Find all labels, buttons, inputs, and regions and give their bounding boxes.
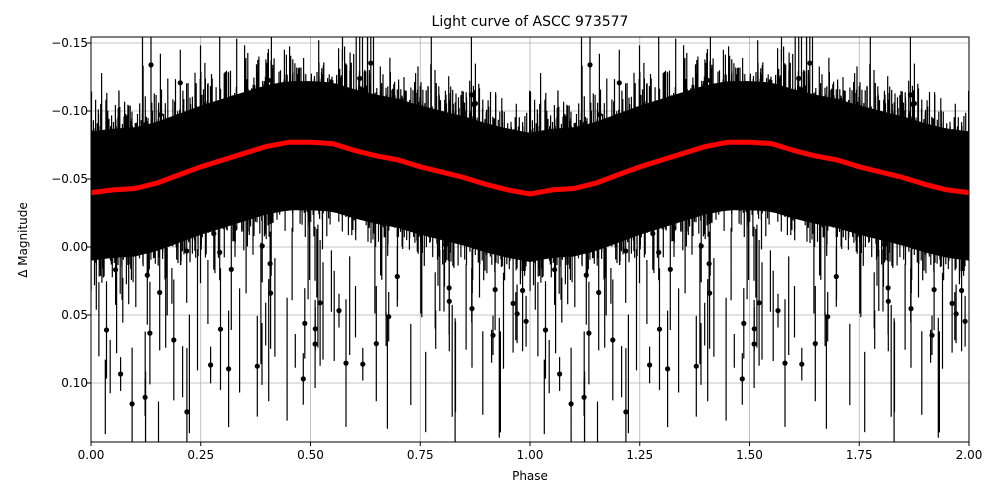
y-tick-label: 0.00 [61, 240, 88, 254]
x-tick-label: 0.25 [187, 448, 215, 462]
x-tick-label: 0.50 [297, 448, 324, 462]
x-tick-label: 1.75 [845, 448, 873, 462]
y-tick-label: 0.05 [61, 308, 88, 322]
binned-mean-line [91, 139, 969, 197]
y-tick-label: −0.05 [51, 172, 88, 186]
x-tick-label: 1.00 [516, 448, 544, 462]
y-tick-label: −0.10 [51, 104, 88, 118]
x-tick-label: 1.50 [736, 448, 763, 462]
y-tick-label: −0.15 [51, 36, 88, 50]
chart-title: Light curve of ASCC 973577 [431, 14, 629, 30]
x-tick-label: 1.25 [626, 448, 654, 462]
y-tick-label: 0.10 [61, 376, 88, 390]
x-tick-label: 0.00 [77, 448, 105, 462]
axis-ticks [87, 42, 970, 446]
x-tick-label: 0.75 [406, 448, 434, 462]
x-axis-label: Phase [512, 469, 548, 483]
x-tick-label: 2.00 [955, 448, 983, 462]
observation-points [91, 37, 969, 442]
